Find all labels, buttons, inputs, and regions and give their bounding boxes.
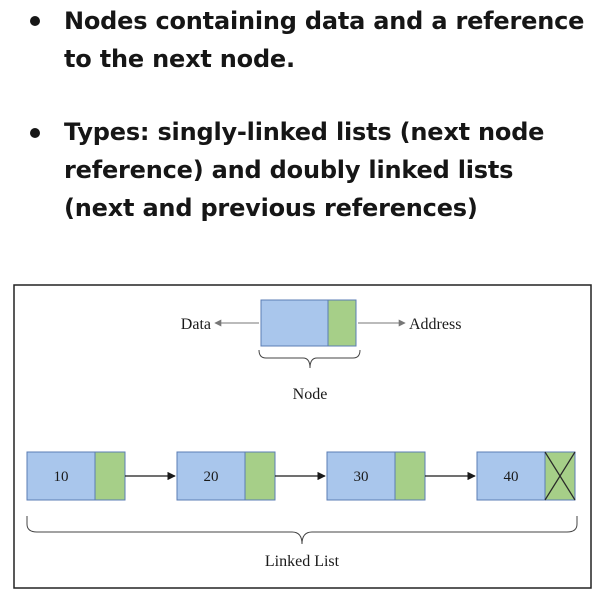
node-address-field [244,451,276,501]
node-value: 30 [354,469,369,485]
bullet-nodes: Nodes containing data and a reference to… [64,7,585,73]
list-node: 30 [326,451,476,501]
bullet-dot-icon [30,128,40,138]
linked-list: 10 20 30 40 [26,451,576,501]
node-data-field [26,451,96,501]
node-data-field [176,451,246,501]
address-label: Address [409,316,461,333]
node-brace [258,349,361,369]
list-node: 10 [26,451,176,501]
data-label: Data [181,316,211,333]
node-address-field [94,451,126,501]
node-value: 10 [54,469,69,485]
list-node: 40 [476,451,576,501]
linked-list-label: Linked List [265,553,340,570]
node-data-field [326,451,396,501]
node-value: 20 [204,469,219,485]
bullet-types: Types: singly-linked lists (next node re… [64,118,545,222]
linked-list-brace [26,516,578,545]
legend-address-field [327,299,357,347]
list-node: 20 [176,451,326,501]
legend-node: Data Address Node [181,299,461,403]
node-value: 40 [504,469,519,485]
null-cross-icon [544,451,576,501]
node-address-field [394,451,426,501]
legend-data-field [260,299,329,347]
node-label: Node [293,386,328,403]
bullet-dot-icon [30,16,40,26]
node-data-field [476,451,546,501]
